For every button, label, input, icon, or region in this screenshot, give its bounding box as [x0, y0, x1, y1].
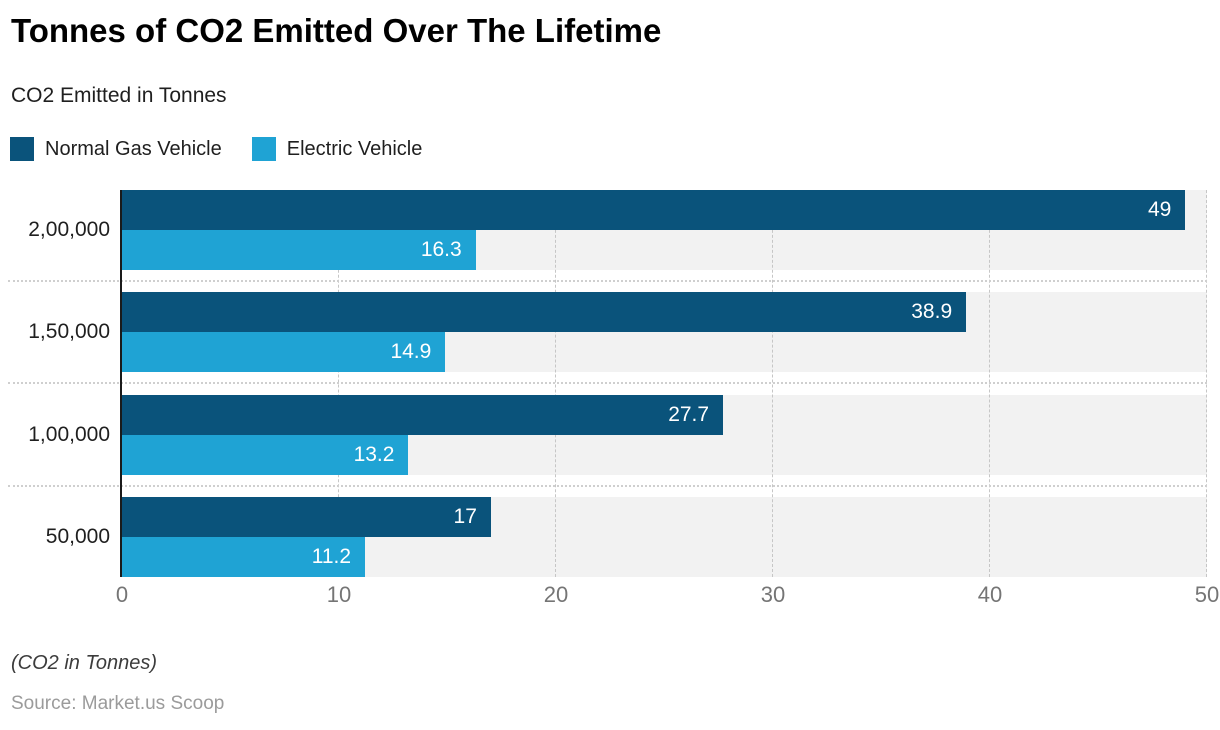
bar-value-label: 14.9	[390, 340, 432, 363]
bar-chart: 2,00,000 1,50,000 1,00,000 50,000 0 10 20 30 40 5…	[0, 190, 1220, 620]
legend: Normal Gas Vehicle Electric Vehicle	[10, 137, 422, 161]
source-credit: Source: Market.us Scoop	[11, 693, 225, 714]
bar-value-label: 38.9	[911, 300, 953, 323]
group-separator	[8, 382, 1207, 384]
legend-item-1: Electric Vehicle	[251, 137, 423, 161]
x-tick-label: 50	[1194, 582, 1220, 607]
legend-swatch-1	[251, 137, 276, 161]
chart-subtitle: CO2 Emitted in Tonnes	[11, 84, 227, 107]
bar-value-label: 17	[453, 505, 477, 528]
group-separator	[8, 280, 1207, 282]
category-label: 1,50,000	[28, 320, 110, 343]
group-separator	[8, 485, 1207, 487]
electric-vehicle-bar-2	[122, 435, 409, 475]
electric-vehicle-bar-3	[122, 537, 366, 577]
x-tick-label: 0	[115, 582, 129, 607]
category-label: 2,00,000	[28, 218, 110, 241]
category-label: 1,00,000	[28, 423, 110, 446]
x-tick-label: 10	[326, 582, 352, 607]
category-label: 50,000	[45, 525, 110, 548]
legend-label: Normal Gas Vehicle	[45, 137, 222, 160]
x-tick-label: 30	[760, 582, 786, 607]
bar-value-label: 16.3	[420, 238, 462, 261]
bar-value-label: 49	[1147, 198, 1172, 221]
chart-title: Tonnes of CO2 Emitted Over The Lifetime	[11, 12, 662, 49]
electric-vehicle-bar-0	[122, 230, 476, 270]
legend-swatch-0	[10, 137, 34, 161]
legend-item-0: Normal Gas Vehicle	[10, 137, 222, 161]
x-tick-label: 40	[977, 582, 1003, 607]
x-tick-label: 20	[543, 582, 569, 607]
electric-vehicle-bar-1	[122, 332, 446, 372]
gas-vehicle-bar-2	[122, 395, 724, 435]
gas-vehicle-bar-3	[122, 497, 491, 537]
bar-value-label: 11.2	[311, 545, 352, 568]
legend-label: Electric Vehicle	[286, 137, 423, 160]
gas-vehicle-bar-1	[122, 292, 967, 332]
bar-value-label: 27.7	[668, 403, 710, 426]
axis-note: (CO2 in Tonnes)	[11, 652, 157, 674]
bar-value-label: 13.2	[353, 443, 395, 466]
gas-vehicle-bar-0	[122, 190, 1186, 230]
y-axis-line	[120, 190, 122, 577]
